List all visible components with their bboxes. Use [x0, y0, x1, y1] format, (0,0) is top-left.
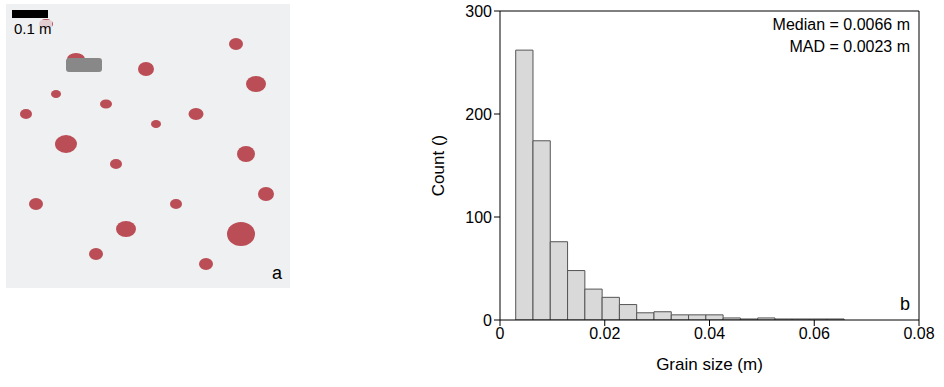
svg-text:0.06: 0.06: [799, 325, 830, 342]
svg-text:0.02: 0.02: [589, 325, 620, 342]
html-text:MAD = 0.0023 m: MAD = 0.0023 m: [789, 38, 910, 55]
svg-text:Count (): Count (): [429, 135, 448, 196]
svg-text:0: 0: [496, 325, 505, 342]
html-text:0.1 m: 0.1 m: [14, 20, 52, 37]
svg-text:300: 300: [465, 3, 492, 20]
svg-text:200: 200: [465, 106, 492, 123]
html-text:a: a: [272, 263, 282, 283]
html-text:b: b: [900, 294, 910, 314]
html-text:Median = 0.0066 m: Median = 0.0066 m: [772, 16, 910, 33]
svg-text:0: 0: [483, 312, 492, 329]
svg-text:0.04: 0.04: [694, 325, 725, 342]
svg-text:100: 100: [465, 209, 492, 226]
svg-text:0.08: 0.08: [903, 325, 934, 342]
svg-text:Grain size (m): Grain size (m): [656, 355, 763, 374]
